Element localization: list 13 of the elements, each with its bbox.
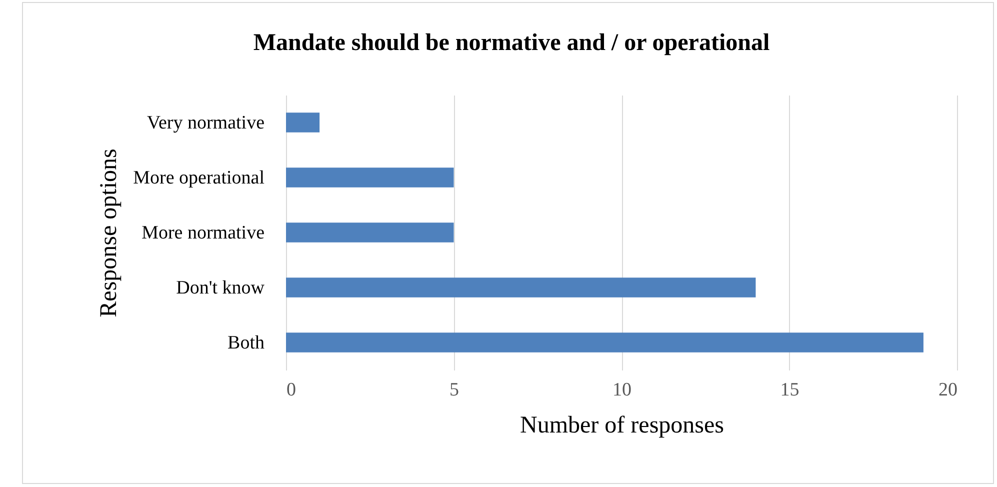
y-tick-label: Both (228, 332, 265, 354)
y-tick-label: Don't know (176, 278, 265, 298)
y-tick-label: More normative (142, 222, 264, 244)
x-tick-label: 5 (450, 380, 459, 400)
chart-title: Mandate should be normative and / or operational (253, 30, 770, 56)
x-tick-label: 10 (612, 380, 632, 400)
x-tick-label: 0 (286, 380, 296, 400)
x-tick-label: 15 (780, 380, 800, 400)
x-axis-title: Number of responses (520, 412, 724, 438)
y-tick-label: Very normative (146, 112, 264, 134)
x-tick-label: 20 (938, 380, 958, 400)
y-tick-label: More operational (133, 168, 264, 188)
y-axis-title: Response options (96, 148, 122, 318)
